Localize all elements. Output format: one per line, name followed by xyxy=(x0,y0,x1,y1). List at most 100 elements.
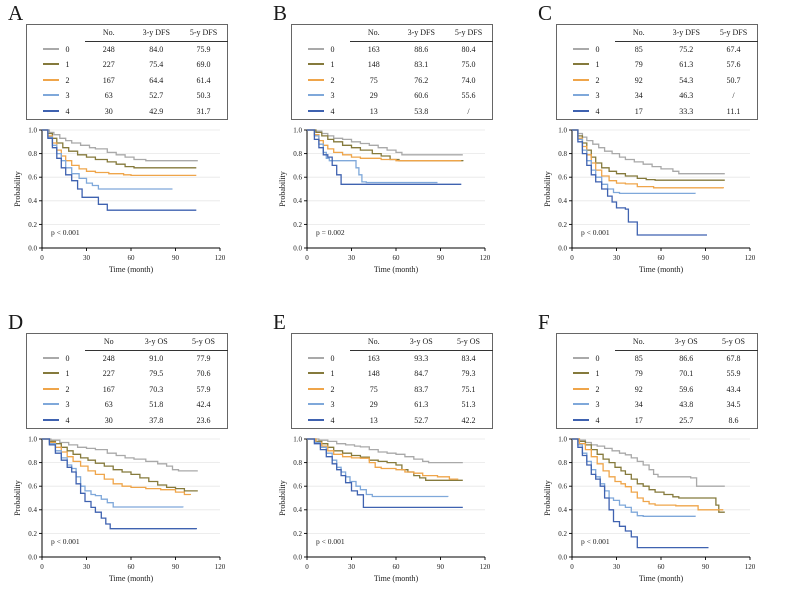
legend-value-cell: 148 xyxy=(367,60,380,70)
y-axis-title: Probability xyxy=(543,171,552,207)
x-tick-label: 60 xyxy=(658,254,666,262)
legend-value-cell: 25.7 xyxy=(679,415,694,425)
legend-value-cell: 167 xyxy=(102,384,115,394)
legend-group-label: 1 xyxy=(595,60,600,70)
y-tick-label: 1.0 xyxy=(558,435,567,443)
legend-value-cell: 248 xyxy=(102,44,115,54)
y-tick-label: 0.8 xyxy=(293,150,302,158)
legend-value-cell: 75.2 xyxy=(679,44,694,54)
legend-group-label: 4 xyxy=(595,415,600,425)
legend-line-swatch xyxy=(307,78,324,81)
legend-group-label: 3 xyxy=(65,400,70,410)
legend-line-swatch xyxy=(307,94,324,97)
legend-value-cell: 79.3 xyxy=(461,369,476,379)
legend-key-cell: 0 xyxy=(292,41,351,57)
legend-row: 4 13 53.8 / xyxy=(292,104,493,120)
x-axis-title: Time (month) xyxy=(109,574,154,583)
legend-value-cell: 13 xyxy=(369,106,378,116)
legend-key-cell: 1 xyxy=(292,57,351,73)
km-curve-group-4 xyxy=(42,438,197,530)
legend-value-cell: 76.2 xyxy=(414,75,429,85)
legend-value-cell: 50.3 xyxy=(196,91,211,101)
legend-value-cell: 61.3 xyxy=(414,400,429,410)
legend-key-cell: 1 xyxy=(292,366,351,382)
legend-line-swatch xyxy=(307,387,324,390)
legend-header-row: No. 3-y OS 5-y OS xyxy=(292,333,493,351)
legend-header-row: No. 3-y OS 5-y OS xyxy=(557,333,758,351)
legend-key-cell: 4 xyxy=(292,413,351,429)
legend-value-cell: 70.1 xyxy=(679,369,694,379)
legend-line-swatch xyxy=(307,372,324,375)
legend-line-swatch xyxy=(572,94,589,97)
legend-group-label: 2 xyxy=(330,384,335,394)
legend-group-label: 4 xyxy=(330,415,335,425)
legend-row: 1 227 79.5 70.6 xyxy=(27,366,228,382)
km-curve-group-3 xyxy=(307,129,438,184)
km-curve-group-0 xyxy=(307,129,463,156)
legend-value-cell: 13 xyxy=(369,415,378,425)
legend-value-cell: 75.0 xyxy=(461,60,476,70)
legend-group-label: 1 xyxy=(330,60,335,70)
y-tick-label: 0.6 xyxy=(558,174,567,182)
legend-value-cell: 77.9 xyxy=(196,353,211,363)
km-plot: 0.0 0.2 0.4 0.6 0.8 1.0 0 30 60 90 120 p < 0.001 Tim… xyxy=(542,433,795,589)
legend-group-label: 3 xyxy=(65,91,70,101)
legend-line-swatch xyxy=(572,403,589,406)
legend-key-cell: 0 xyxy=(557,41,616,57)
legend-column-header: 5-y OS xyxy=(445,333,493,351)
legend-value-cell: 67.8 xyxy=(726,353,741,363)
panel-letter: D xyxy=(8,310,24,334)
x-tick-label: 60 xyxy=(658,563,666,571)
legend-key-cell: 0 xyxy=(27,350,86,366)
y-tick-label: 0.2 xyxy=(293,530,302,538)
y-axis-title: Probability xyxy=(13,480,22,516)
legend-value-cell: 37.8 xyxy=(149,415,164,425)
legend-value-cell: 63 xyxy=(104,91,113,101)
legend-row: 3 34 43.8 34.5 xyxy=(557,397,758,413)
legend-key-cell: 3 xyxy=(557,397,616,413)
legend-key-cell: 3 xyxy=(292,397,351,413)
x-tick-label: 120 xyxy=(215,563,226,571)
km-plot: 0.0 0.2 0.4 0.6 0.8 1.0 0 30 60 90 120 p < 0.001 Tim… xyxy=(277,433,530,589)
legend-line-swatch xyxy=(42,109,59,112)
legend-value-cell: 83.4 xyxy=(461,353,476,363)
legend-group-label: 1 xyxy=(65,369,70,379)
legend-value-cell: 248 xyxy=(102,353,115,363)
legend-value-cell: 79.5 xyxy=(149,369,164,379)
legend-value-cell: 55.9 xyxy=(726,369,741,379)
km-panel: E No. 3-y OS 5-y OS 0 163 93.3 83.4 1 148 84.7 79… xyxy=(265,297,530,594)
legend-value-cell: 23.6 xyxy=(196,415,211,425)
legend-key-cell: 3 xyxy=(557,88,616,104)
legend-key-cell: 1 xyxy=(27,57,86,73)
p-value-label: p = 0.002 xyxy=(316,228,345,237)
x-tick-label: 60 xyxy=(128,254,136,262)
legend-group-label: 4 xyxy=(65,106,70,116)
legend-key-cell: 4 xyxy=(557,413,616,429)
legend-key-cell: 3 xyxy=(292,88,351,104)
x-tick-label: 90 xyxy=(172,563,180,571)
y-tick-label: 0.0 xyxy=(293,244,302,252)
legend-line-swatch xyxy=(307,109,324,112)
legend-column-header: 3-y OS xyxy=(397,333,445,351)
legend-line-swatch xyxy=(307,356,324,359)
legend-column-header: No. xyxy=(350,24,398,42)
legend-key-cell: 1 xyxy=(27,366,86,382)
legend-row: 2 75 83.7 75.1 xyxy=(292,382,493,398)
km-curve-group-0 xyxy=(42,129,198,162)
legend-column-header: No. xyxy=(85,24,133,42)
legend-value-cell: 57.6 xyxy=(726,60,741,70)
legend-value-cell: 70.6 xyxy=(196,369,211,379)
km-curve-group-3 xyxy=(572,438,696,517)
legend-row: 1 227 75.4 69.0 xyxy=(27,57,228,73)
km-chart-svg: 0.0 0.2 0.4 0.6 0.8 1.0 0 30 60 90 120 p < 0.001 Tim… xyxy=(543,126,756,274)
y-axis-title: Probability xyxy=(543,480,552,516)
y-axis-title: Probability xyxy=(278,480,287,516)
y-tick-label: 0.6 xyxy=(293,483,302,491)
legend-line-swatch xyxy=(572,387,589,390)
legend-column-header: 5-y OS xyxy=(180,333,228,351)
y-tick-label: 0.8 xyxy=(28,150,37,158)
legend-line-swatch xyxy=(42,78,59,81)
km-panel: C No. 3-y DFS 5-y DFS 0 85 75.2 67.4 1 79 61.3 57… xyxy=(530,0,795,297)
km-curve-group-4 xyxy=(572,438,709,549)
legend-value-cell: 75 xyxy=(369,75,378,85)
